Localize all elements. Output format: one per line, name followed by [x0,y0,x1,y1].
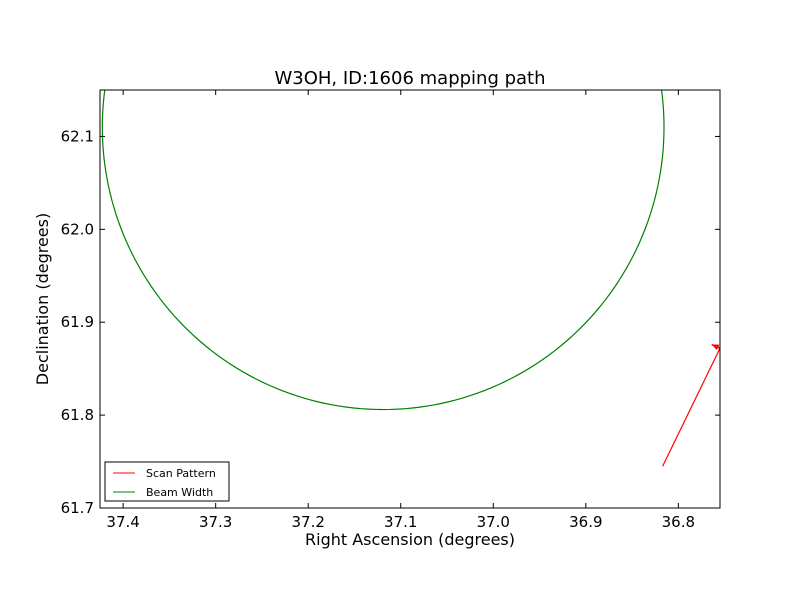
x-tick-label: 37.2 [292,513,325,531]
y-tick-label: 61.8 [61,406,94,424]
x-tick-label: 36.9 [569,513,602,531]
y-axis-label: Declination (degrees) [33,213,52,385]
y-tick-label: 61.7 [61,499,94,517]
legend-label-scan-pattern: Scan Pattern [146,467,216,480]
scan-pattern-arrow-head [711,344,720,351]
chart-title: W3OH, ID:1606 mapping path [274,68,545,89]
y-tick-label: 61.9 [61,313,94,331]
x-tick-label: 37.0 [477,513,510,531]
legend-label-beam-width: Beam Width [146,486,213,499]
legend-box [104,461,230,502]
scan-pattern-line [662,347,720,467]
x-tick-label: 37.4 [106,513,139,531]
y-tick-label: 62.1 [61,127,94,145]
plot-frame [99,89,721,509]
x-tick-label: 36.8 [662,513,695,531]
y-tick-label: 62.0 [61,220,94,238]
x-axis-label: Right Ascension (degrees) [305,530,515,549]
beam-width-circle [101,90,665,411]
x-tick-label: 37.1 [384,513,417,531]
legend: Scan Pattern Beam Width [104,461,230,502]
x-tick-label: 37.3 [199,513,232,531]
